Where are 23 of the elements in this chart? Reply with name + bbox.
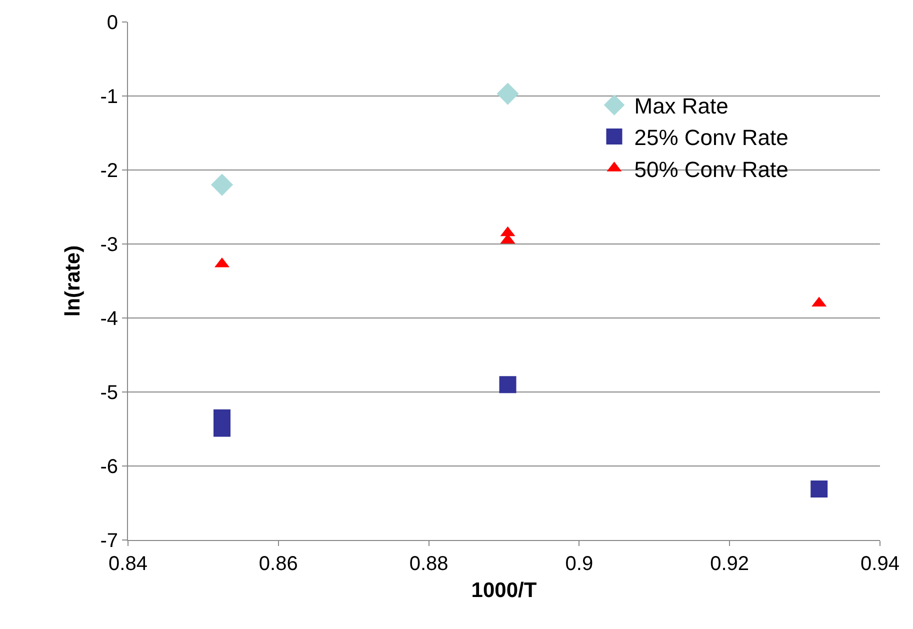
x-tick-label: 0.84 [108, 553, 148, 575]
point [499, 376, 516, 394]
y-tick-label: -6 [100, 456, 118, 478]
legend-label: 25% Conv Rate [634, 125, 788, 150]
point [810, 480, 828, 498]
y-tick-label: -1 [100, 86, 118, 108]
x-tick-label: 0.86 [258, 553, 298, 575]
y-tick-label: -7 [100, 530, 118, 552]
x-tick-label: 0.88 [409, 553, 448, 575]
y-tick-label: -2 [100, 160, 118, 182]
point [210, 174, 234, 196]
point [496, 82, 519, 105]
x-axis-title: 1000/T [471, 579, 537, 602]
y-tick-label: 0 [106, 12, 118, 34]
x-tick-label: 0.92 [710, 553, 750, 575]
legend-label: 50% Conv Rate [634, 156, 788, 182]
y-axis-title: ln(rate) [61, 245, 84, 317]
y-tick-label: -3 [100, 234, 118, 256]
x-tick-label: 0.94 [860, 553, 900, 575]
y-tick-label: -5 [100, 382, 118, 404]
x-tick-label: 0.9 [565, 553, 594, 575]
y-tick-label: -4 [100, 308, 118, 330]
legend-label: Max Rate [634, 94, 728, 119]
